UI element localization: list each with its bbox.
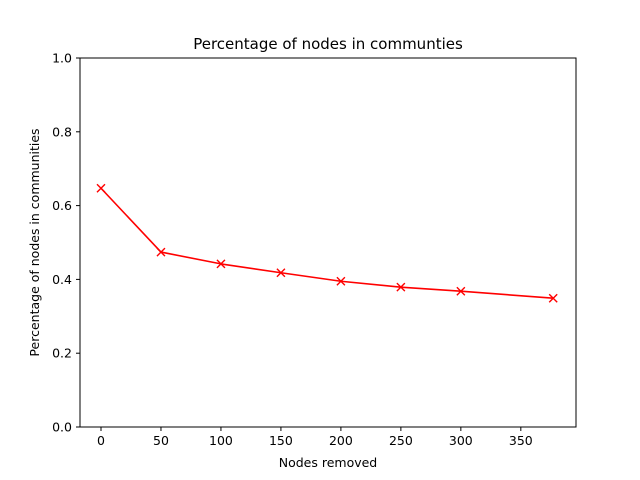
x-tick-label: 300 bbox=[449, 433, 473, 448]
y-axis-label: Percentage of nodes in communities bbox=[27, 128, 42, 356]
x-tick-label: 100 bbox=[209, 433, 233, 448]
data-point-marker bbox=[456, 286, 466, 296]
y-tick-label: 0.4 bbox=[52, 272, 72, 287]
data-point-marker bbox=[336, 276, 346, 286]
data-point-marker bbox=[96, 183, 106, 193]
data-point-marker bbox=[396, 282, 406, 292]
y-tick-label: 0.8 bbox=[52, 124, 72, 139]
x-tick-label: 0 bbox=[97, 433, 105, 448]
y-tick-label: 0.2 bbox=[52, 346, 72, 361]
data-point-marker bbox=[548, 293, 558, 303]
plot-area: 0 50 100 150 200 250 300 350 0.0 0.2 0.4 0.6 0.8 1.0 bbox=[52, 51, 577, 448]
x-tick-label: 350 bbox=[509, 433, 533, 448]
data-point-marker bbox=[156, 247, 166, 257]
x-tick-label: 150 bbox=[269, 433, 293, 448]
x-axis-label: Nodes removed bbox=[279, 455, 378, 470]
series-line bbox=[100, 187, 554, 300]
y-tick-label: 0.6 bbox=[52, 198, 72, 213]
x-tick-label: 200 bbox=[329, 433, 353, 448]
data-point-marker bbox=[276, 268, 286, 278]
chart-title: Percentage of nodes in communties bbox=[193, 35, 463, 53]
data-point-marker bbox=[216, 259, 226, 269]
x-tick-label: 250 bbox=[389, 433, 413, 448]
y-tick-label: 0.0 bbox=[52, 420, 72, 435]
axes-frame bbox=[79, 57, 577, 428]
x-tick-label: 50 bbox=[153, 433, 169, 448]
y-tick-label: 1.0 bbox=[52, 51, 72, 66]
